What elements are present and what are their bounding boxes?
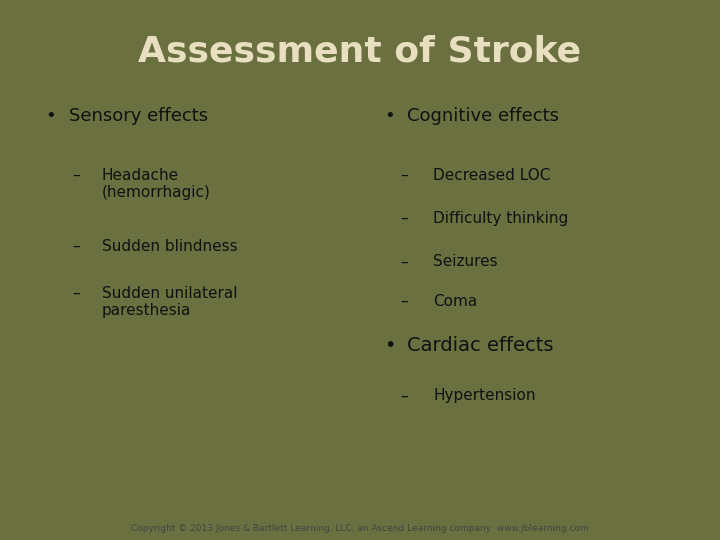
Text: –: – <box>400 254 408 269</box>
Text: Seizures: Seizures <box>433 254 498 269</box>
Text: Copyright © 2013 Jones & Bartlett Learning, LLC, an Ascend Learning company  www: Copyright © 2013 Jones & Bartlett Learni… <box>131 524 589 533</box>
Text: –: – <box>72 239 79 254</box>
Text: •: • <box>384 336 395 355</box>
Text: –: – <box>400 388 408 403</box>
Text: –: – <box>72 168 79 183</box>
Text: Assessment of Stroke: Assessment of Stroke <box>138 35 582 68</box>
Text: Cognitive effects: Cognitive effects <box>407 107 559 125</box>
Text: Decreased LOC: Decreased LOC <box>433 168 551 183</box>
Text: Sudden blindness: Sudden blindness <box>102 239 238 254</box>
Text: •: • <box>384 107 395 125</box>
Text: Hypertension: Hypertension <box>433 388 536 403</box>
Text: Sensory effects: Sensory effects <box>68 107 207 125</box>
Text: –: – <box>72 286 79 301</box>
Text: –: – <box>400 211 408 226</box>
Text: –: – <box>400 168 408 183</box>
Text: Headache
(hemorrhagic): Headache (hemorrhagic) <box>102 168 210 200</box>
Text: •: • <box>45 107 56 125</box>
Text: –: – <box>400 294 408 309</box>
Text: Sudden unilateral
paresthesia: Sudden unilateral paresthesia <box>102 286 237 319</box>
Text: Difficulty thinking: Difficulty thinking <box>433 211 569 226</box>
Text: Coma: Coma <box>433 294 477 309</box>
Text: Cardiac effects: Cardiac effects <box>407 336 554 355</box>
